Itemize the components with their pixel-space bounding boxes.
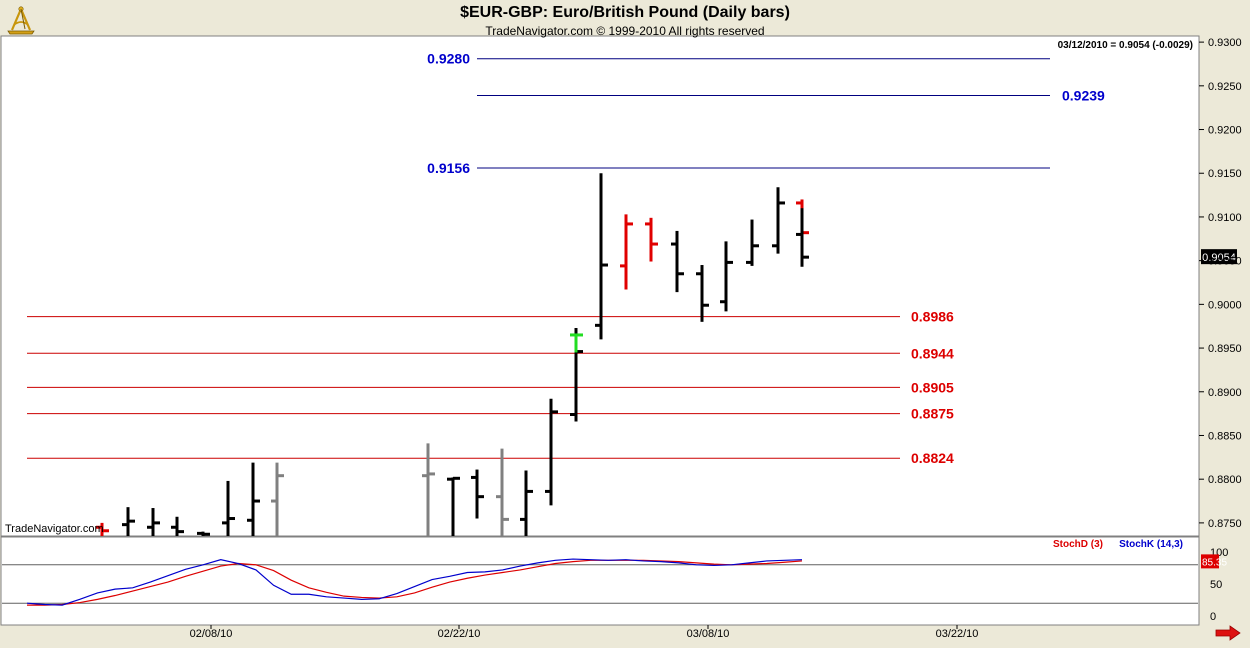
ohlc-bar	[545, 398, 558, 506]
sextant-logo-icon	[7, 6, 35, 35]
ohlc-bar	[595, 173, 608, 340]
level-label: 0.9239	[1062, 87, 1105, 103]
y-tick-label: 0.9050	[1208, 256, 1242, 268]
level-label: 0.9156	[427, 160, 470, 176]
ohlc-bar	[447, 476, 460, 536]
stochD-line	[27, 559, 803, 606]
level-label: 0.8986	[911, 309, 954, 325]
y-tick-label: 0.8750	[1208, 518, 1242, 530]
ohlc-bar	[520, 470, 533, 536]
ohlc-bar	[247, 462, 260, 536]
watermark-label: TradeNavigator.com	[5, 523, 104, 535]
x-tick-label: 03/08/10	[687, 628, 730, 640]
y-tick-label: 0.9200	[1208, 125, 1242, 137]
y-tick-label: 0.9150	[1208, 168, 1242, 180]
stoch-last-box	[1201, 554, 1219, 569]
ohlc-bar	[746, 219, 759, 266]
x-tick-label: 03/22/10	[936, 628, 979, 640]
stoch-y-tick: 0	[1210, 611, 1216, 623]
stochK-line	[26, 558, 803, 606]
y-tick-label: 0.8850	[1208, 430, 1242, 442]
x-tick-label: 02/22/10	[438, 628, 481, 640]
level-label: 0.8875	[911, 406, 954, 422]
y-tick-label: 0.8900	[1208, 387, 1242, 399]
ohlc-bar	[271, 462, 284, 536]
stoch-last-label: 85.35	[1202, 557, 1227, 568]
ohlc-bar	[645, 217, 658, 262]
ohlc-bar	[197, 531, 210, 536]
y-tick-label: 0.9250	[1208, 81, 1242, 93]
ohlc-bar	[570, 333, 583, 353]
level-label: 0.8905	[911, 379, 954, 395]
stoch-panel	[0, 536, 1200, 626]
y-tick-label: 0.9300	[1208, 37, 1242, 49]
ohlc-bar	[171, 516, 184, 536]
ohlc-bar	[122, 507, 135, 536]
level-label: 0.9280	[427, 51, 470, 67]
ohlc-bar	[222, 480, 235, 536]
ohlc-bar	[671, 230, 684, 293]
y-tick-label: 0.9000	[1208, 299, 1242, 311]
ohlc-bar	[496, 448, 509, 536]
stochD-legend: StochD (3)	[1053, 539, 1103, 550]
ohlc-bar	[422, 443, 435, 536]
ohlc-bar	[96, 522, 109, 536]
ohlc-bar	[147, 508, 160, 536]
y-tick-label: 0.9100	[1208, 212, 1242, 224]
last-price-label: 0.9054	[1202, 252, 1236, 264]
ohlc-bar	[696, 265, 709, 322]
ohlc-bar	[720, 241, 733, 312]
level-label: 0.8824	[911, 450, 954, 466]
y-tick-label: 0.8950	[1208, 343, 1242, 355]
last-price-box	[1201, 249, 1237, 265]
y-tick-label: 0.8800	[1208, 474, 1242, 486]
stochK-legend: StochK (14,3)	[1119, 539, 1183, 550]
ohlc-bar	[471, 469, 484, 519]
level-label: 0.8944	[911, 345, 954, 361]
stoch-y-tick: 50	[1210, 579, 1222, 591]
chart-subtitle: TradeNavigator.com © 1999-2010 All right…	[485, 24, 765, 38]
ohlc-bar	[772, 187, 785, 254]
ohlc-bar	[796, 208, 809, 267]
ohlc-bar	[620, 214, 633, 290]
scroll-right-arrow-icon[interactable]	[1214, 625, 1242, 641]
x-tick-label: 02/08/10	[190, 628, 233, 640]
price-readout: 03/12/2010 = 0.9054 (-0.0029)	[1058, 40, 1193, 51]
chart-title: $EUR-GBP: Euro/British Pound (Daily bars…	[460, 4, 790, 21]
